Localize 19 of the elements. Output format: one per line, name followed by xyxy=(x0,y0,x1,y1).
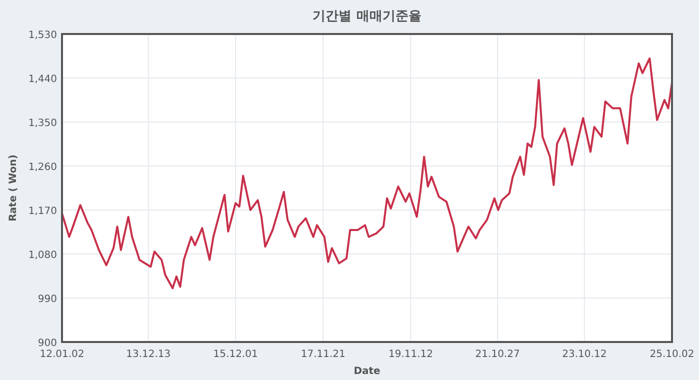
x-tick-label: 12.01.02 xyxy=(40,349,84,360)
y-tick-label: 1,080 xyxy=(28,250,57,261)
y-tick-label: 990 xyxy=(38,294,57,305)
y-tick-label: 1,170 xyxy=(28,206,57,217)
x-tick-label: 13.12.13 xyxy=(126,349,171,360)
x-tick-label: 21.10.27 xyxy=(475,349,520,360)
y-tick-label: 1,260 xyxy=(28,162,57,173)
x-tick-label: 25.10.02 xyxy=(650,349,694,360)
x-tick-label: 19.11.12 xyxy=(388,349,433,360)
y-tick-label: 1,530 xyxy=(28,30,57,41)
y-axis-title: Rate ( Won) xyxy=(8,154,19,222)
x-tick-label: 17.11.21 xyxy=(300,349,346,360)
chart-title: 기간별 매매기준율 xyxy=(312,9,422,24)
x-tick-label: 15.12.01 xyxy=(213,349,258,360)
y-tick-label: 1,440 xyxy=(28,74,57,85)
x-axis-title: Date xyxy=(354,366,381,377)
x-tick-label: 23.10.12 xyxy=(562,349,607,360)
y-tick-label: 900 xyxy=(38,338,57,349)
y-tick-label: 1,350 xyxy=(28,118,57,129)
